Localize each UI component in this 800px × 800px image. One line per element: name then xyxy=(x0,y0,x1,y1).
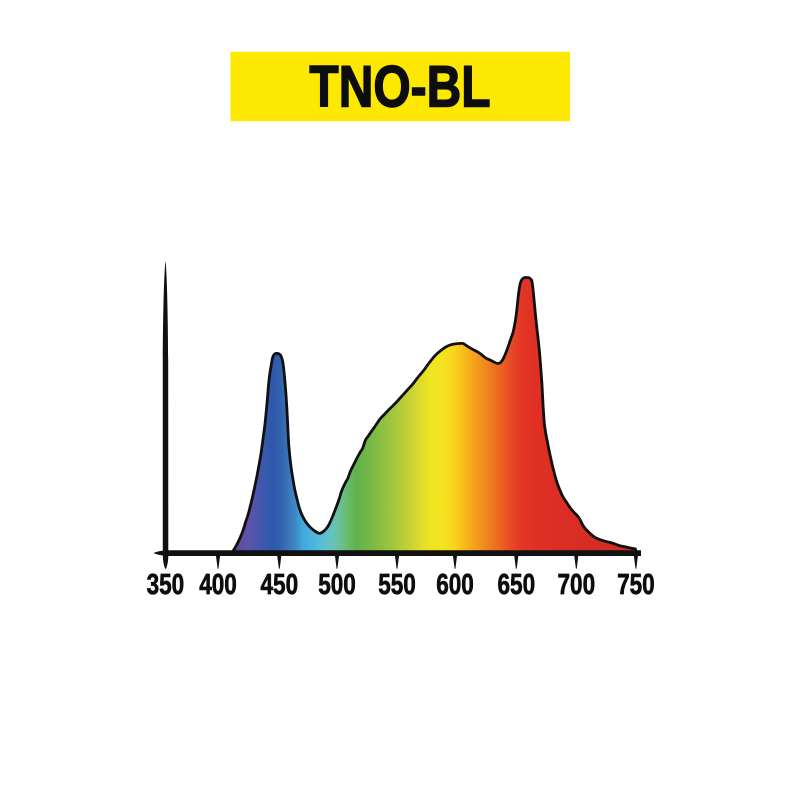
svg-text:350: 350 xyxy=(147,569,185,600)
svg-text:750: 750 xyxy=(617,569,655,600)
svg-text:500: 500 xyxy=(318,569,356,600)
svg-text:400: 400 xyxy=(199,569,237,600)
svg-text:650: 650 xyxy=(497,569,535,600)
svg-text:600: 600 xyxy=(436,569,474,600)
svg-text:TNO-BL: TNO-BL xyxy=(309,55,490,120)
svg-text:450: 450 xyxy=(260,569,298,600)
svg-text:550: 550 xyxy=(378,569,416,600)
svg-text:700: 700 xyxy=(557,569,595,600)
